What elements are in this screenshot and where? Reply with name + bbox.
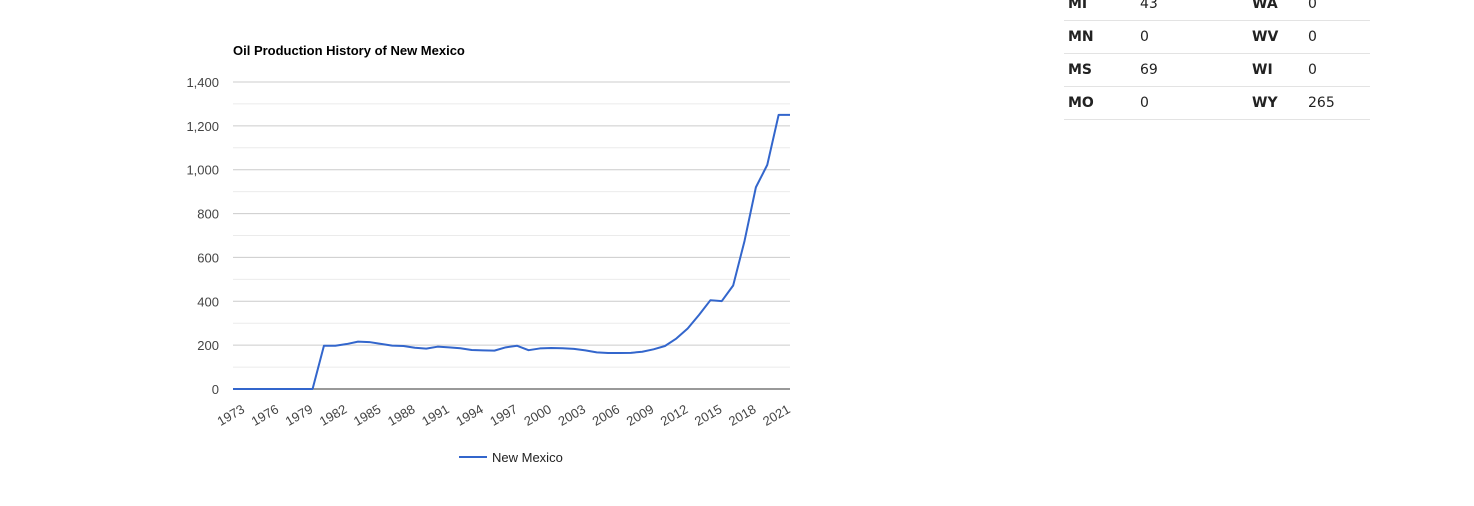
x-tick-label: 2018 [726, 401, 759, 428]
y-tick-label: 1,000 [186, 163, 219, 178]
y-axis: 0 200 400 600 800 1,000 1,200 1,400 [186, 75, 219, 397]
state-value-cell: 69 [1136, 53, 1248, 87]
state-abbr-cell: MO [1064, 86, 1136, 120]
x-tick-label: 2015 [692, 401, 725, 428]
series-line-new-mexico[interactable] [233, 113, 790, 390]
y-tick-label: 400 [197, 294, 219, 309]
state-value-cell: 43 [1136, 0, 1248, 21]
state-value-cell: 0 [1136, 86, 1248, 120]
x-tick-label: 1976 [249, 401, 282, 428]
y-tick-label: 1,200 [186, 119, 219, 134]
state-value-cell: 0 [1304, 0, 1370, 21]
y-tick-label: 0 [212, 382, 219, 397]
x-tick-label: 2003 [555, 401, 588, 428]
x-tick-label: 1988 [385, 401, 418, 428]
y-tick-label: 600 [197, 250, 219, 265]
state-abbr-cell: WY [1248, 86, 1304, 120]
state-value-cell: 265 [1304, 86, 1370, 120]
x-tick-label: 2012 [658, 401, 691, 428]
state-table-row: MI 43 WA 0 [1064, 0, 1370, 21]
state-value-cell: 0 [1304, 53, 1370, 87]
x-tick-label: 1997 [487, 401, 520, 428]
legend[interactable]: New Mexico [459, 450, 563, 465]
y-tick-label: 200 [197, 338, 219, 353]
oil-production-chart: Oil Production History of New Mexico 0 20… [150, 30, 830, 480]
legend-label-new-mexico[interactable]: New Mexico [492, 450, 563, 465]
state-value-cell: 0 [1136, 20, 1248, 54]
x-tick-label: 2021 [760, 401, 793, 428]
state-abbr-cell: MN [1064, 20, 1136, 54]
state-abbr-cell: WI [1248, 53, 1304, 87]
x-tick-label: 2009 [624, 401, 657, 428]
x-axis: 1973 1976 1979 1982 1985 1988 1991 1994 1997 2000… [214, 388, 793, 429]
chart-svg: Oil Production History of New Mexico 0 20… [186, 43, 793, 465]
y-tick-label: 800 [197, 207, 219, 222]
state-table-row: MO 0 WY 265 [1064, 86, 1370, 120]
series-layer [233, 113, 790, 390]
grid-layer [233, 81, 790, 368]
state-abbr-cell: MS [1064, 53, 1136, 87]
chart-title: Oil Production History of New Mexico [233, 43, 465, 58]
state-production-table: MI 43 WA 0 MN 0 WV 0 MS 69 WI 0 MO 0 WY 265 [1064, 0, 1370, 120]
x-tick-label: 1985 [351, 401, 384, 428]
state-value-cell: 0 [1304, 20, 1370, 54]
y-tick-label: 1,400 [186, 75, 219, 90]
x-tick-label: 1982 [317, 401, 350, 428]
x-tick-label: 2000 [521, 401, 554, 428]
state-table-row: MS 69 WI 0 [1064, 53, 1370, 87]
state-abbr-cell: WV [1248, 20, 1304, 54]
state-abbr-cell: WA [1248, 0, 1304, 21]
x-tick-label: 2006 [590, 401, 623, 428]
x-tick-label: 1994 [453, 401, 486, 428]
x-tick-label: 1979 [283, 401, 316, 428]
state-table-row: MN 0 WV 0 [1064, 20, 1370, 54]
x-tick-label: 1973 [214, 401, 247, 428]
x-tick-label: 1991 [419, 401, 452, 428]
state-abbr-cell: MI [1064, 0, 1136, 21]
